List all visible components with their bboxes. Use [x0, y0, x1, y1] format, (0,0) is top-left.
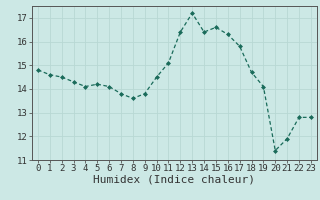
X-axis label: Humidex (Indice chaleur): Humidex (Indice chaleur): [93, 175, 255, 185]
